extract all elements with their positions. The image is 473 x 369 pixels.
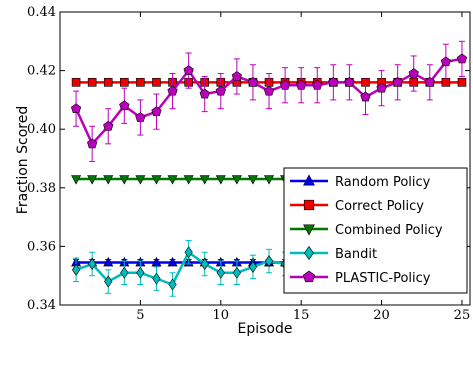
data-point xyxy=(136,266,145,279)
data-point xyxy=(135,112,146,122)
data-point xyxy=(215,85,226,96)
x-axis-title: Episode xyxy=(238,321,293,337)
data-point xyxy=(247,175,258,185)
data-point xyxy=(232,266,241,279)
data-point xyxy=(152,78,161,87)
legend-marker-bandit xyxy=(304,245,314,261)
data-point xyxy=(328,76,339,87)
data-point xyxy=(167,256,178,267)
data-point xyxy=(120,78,129,87)
legend-label-bandit: Bandit xyxy=(335,247,377,262)
x-tick-label: 10 xyxy=(213,308,230,323)
x-tick-label: 15 xyxy=(293,308,310,323)
data-point xyxy=(151,106,162,116)
data-point xyxy=(279,79,291,90)
data-point xyxy=(457,78,467,87)
data-point xyxy=(119,100,130,111)
data-point xyxy=(87,138,98,149)
data-point xyxy=(264,255,274,268)
data-point xyxy=(120,266,129,279)
data-point xyxy=(87,175,98,185)
data-point xyxy=(199,175,210,185)
data-point xyxy=(183,65,194,75)
data-point xyxy=(167,85,178,96)
legend-label-plastic-policy: PLASTIC-Policy xyxy=(335,271,431,286)
x-tick-label: 25 xyxy=(454,308,471,323)
y-tick-label: 0.36 xyxy=(27,239,56,254)
y-tick-label: 0.38 xyxy=(27,181,56,196)
data-point xyxy=(216,266,225,279)
data-point xyxy=(200,257,209,271)
data-point xyxy=(360,91,371,102)
legend-box xyxy=(283,167,468,294)
data-point xyxy=(441,78,451,87)
data-point xyxy=(424,76,435,87)
data-point xyxy=(151,256,162,267)
legend-marker-correct-policy xyxy=(303,199,315,211)
data-point xyxy=(263,85,275,96)
data-point xyxy=(103,175,114,185)
legend-label-combined-policy: Combined Policy xyxy=(335,223,443,238)
data-point xyxy=(104,275,113,288)
data-point xyxy=(215,175,226,185)
data-point xyxy=(168,278,177,291)
series-plastic-policy xyxy=(70,40,468,162)
data-point xyxy=(296,79,307,90)
data-point xyxy=(135,175,146,185)
data-point xyxy=(183,175,194,185)
data-point xyxy=(376,82,387,93)
legend: Random Policy Correct Policy Combined Poli… xyxy=(283,167,468,294)
data-point xyxy=(231,71,242,81)
data-point xyxy=(103,120,114,131)
y-tick-label: 0.42 xyxy=(27,64,56,79)
legend-marker-plastic-policy xyxy=(302,270,316,283)
data-point xyxy=(199,88,210,99)
data-point xyxy=(151,175,162,185)
data-point xyxy=(119,175,130,185)
data-point xyxy=(248,260,258,273)
data-point xyxy=(70,103,82,114)
legend-marker-combined-policy xyxy=(303,224,315,236)
data-point xyxy=(184,246,193,259)
y-tick-label: 0.40 xyxy=(27,122,56,137)
x-tick-label: 5 xyxy=(136,308,144,323)
data-point xyxy=(408,68,419,78)
legend-label-random-policy: Random Policy xyxy=(335,175,431,190)
y-axis-title: Fraction Scored xyxy=(15,106,31,214)
data-point xyxy=(103,78,113,87)
y-tick-label: 0.44 xyxy=(27,5,56,20)
data-point xyxy=(88,257,97,271)
data-point xyxy=(392,76,403,87)
legend-label-correct-policy: Correct Policy xyxy=(335,199,424,214)
tick-layer: 5 10 15 20 25 0.34 0.36 0.38 0.40 0.42 0.44 xyxy=(27,5,470,323)
data-point xyxy=(247,76,259,87)
data-point xyxy=(231,175,242,185)
data-point xyxy=(152,272,161,285)
y-tick-label: 0.34 xyxy=(27,298,56,313)
data-point xyxy=(136,78,145,87)
data-point xyxy=(103,256,114,267)
data-point xyxy=(264,175,275,185)
data-point xyxy=(71,175,82,185)
data-point xyxy=(312,79,323,90)
data-point xyxy=(71,263,81,276)
data-point xyxy=(440,56,451,67)
data-point xyxy=(456,53,468,64)
data-point xyxy=(344,76,355,87)
data-point xyxy=(71,78,81,87)
data-point xyxy=(167,175,178,185)
legend-marker-random-policy xyxy=(303,174,315,186)
x-tick-label: 20 xyxy=(373,308,390,323)
data-point xyxy=(87,78,97,87)
